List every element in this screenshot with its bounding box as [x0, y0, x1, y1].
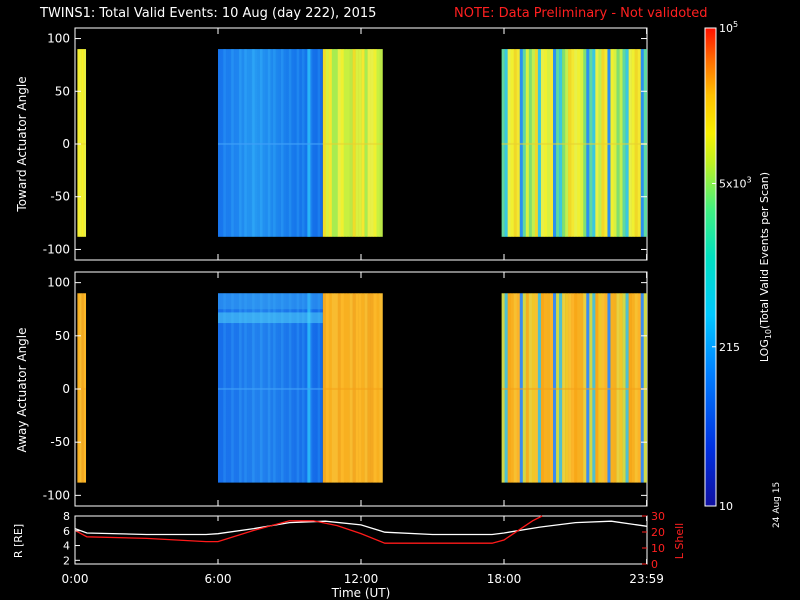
heatmap-band — [218, 293, 323, 310]
colorbar-gradient — [704, 27, 717, 507]
orbit-yticks-right: 30 20 10 0 — [642, 510, 665, 571]
orbit-xlabel: Time (UT) — [331, 586, 391, 600]
heatmap-band — [77, 142, 86, 145]
colorbar-label: LOG10(Total Valid Events per Scan) — [758, 172, 773, 362]
xtick-label: 0:00 — [62, 572, 89, 586]
ytick-label: 4 — [63, 540, 70, 553]
data-preliminary-note: NOTE: Data Preliminary - Not validoted — [454, 6, 708, 21]
ytick-label: 20 — [651, 526, 665, 539]
ytick-label: 100 — [47, 32, 70, 46]
ytick-label: -100 — [43, 242, 70, 256]
heatmap-band — [322, 142, 383, 145]
toward-panel: 100 50 0 -50 -100 Toward Actuator Angle — [15, 27, 648, 261]
heatmap-band — [322, 387, 383, 390]
ytick-label: 0 — [651, 558, 658, 571]
xtick-label: 6:00 — [205, 572, 232, 586]
ytick-label: 8 — [63, 510, 70, 523]
away-data-blocks — [77, 293, 648, 483]
orbit-plot-frame — [74, 515, 648, 565]
colorbar: 105 5x103 215 10 LOG10(Total Valid Events p… — [704, 20, 773, 513]
orbit-yticks-left: 8 6 42 — [63, 510, 80, 567]
toward-yticks: 100 50 0 -50 -100 — [43, 32, 647, 256]
ytick-label: 2 — [63, 554, 70, 567]
ytick-label: 50 — [55, 84, 70, 98]
heatmap-band — [77, 387, 86, 390]
ytick-label: 30 — [651, 510, 665, 523]
orbit-xticks: 0:00 6:00 12:00 18:00 23:59 — [62, 28, 664, 586]
colorbar-tick-label: 215 — [719, 341, 740, 354]
heatmap-band — [218, 387, 323, 390]
xtick-label: 12:00 — [344, 572, 379, 586]
away-ylabel: Away Actuator Angle — [15, 327, 29, 452]
ytick-label: 0 — [62, 137, 70, 151]
series-line — [74, 515, 543, 544]
ytick-label: 10 — [651, 542, 665, 555]
heatmap-band — [218, 142, 323, 145]
orbit-ylabel-right: L Shell — [673, 523, 686, 559]
ytick-label: 6 — [63, 525, 70, 538]
creation-date-stamp: 24 Aug 15 — [772, 481, 782, 528]
ytick-label: -50 — [50, 190, 70, 204]
orbit-lines — [74, 515, 648, 544]
ytick-label: 100 — [47, 276, 70, 290]
heatmap-band — [501, 142, 647, 145]
toward-ylabel: Toward Actuator Angle — [15, 76, 29, 212]
colorbar-tick-label: 5x103 — [719, 175, 752, 190]
away-yticks: 100 50 0 -50 -100 — [43, 276, 647, 502]
ytick-label: -100 — [43, 488, 70, 502]
xtick-label: 23:59 — [629, 572, 664, 586]
series-line — [74, 520, 648, 536]
ytick-label: 50 — [55, 329, 70, 343]
heatmap-band — [218, 312, 323, 324]
toward-data-blocks — [77, 49, 648, 237]
colorbar-ticks: 105 5x103 215 10 — [712, 20, 752, 513]
heatmap-band — [501, 387, 647, 390]
plot-title: TWINS1: Total Valid Events: 10 Aug (day … — [40, 6, 377, 21]
orbit-ylabel-left: R [RE] — [12, 524, 25, 558]
ytick-label: 0 — [62, 382, 70, 396]
away-panel: 100 50 0 -50 -100 Away Actuator Angle — [15, 271, 648, 507]
colorbar-tick-label: 10 — [719, 500, 733, 513]
ytick-label: -50 — [50, 435, 70, 449]
xtick-label: 18:00 — [487, 572, 522, 586]
colorbar-tick-label: 105 — [719, 20, 738, 35]
